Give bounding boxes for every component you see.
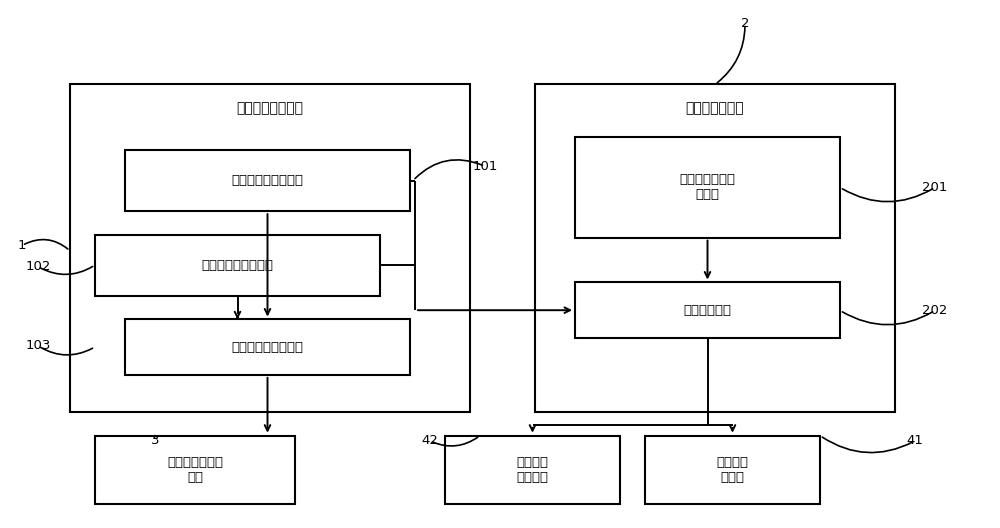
Bar — [125, 319, 410, 375]
Text: 42: 42 — [422, 435, 438, 447]
Text: 202: 202 — [922, 304, 948, 317]
Text: 发动机转速计算机构: 发动机转速计算机构 — [231, 341, 303, 354]
Bar — [125, 150, 410, 211]
Text: 液压马达压力传感器: 液压马达压力传感器 — [202, 259, 274, 272]
Bar — [645, 436, 820, 504]
Text: 发动机转速控制
机构: 发动机转速控制 机构 — [167, 456, 223, 484]
Text: 201: 201 — [922, 181, 948, 194]
Bar — [535, 84, 895, 412]
Text: 101: 101 — [472, 160, 498, 173]
Bar — [575, 137, 840, 238]
Bar — [95, 436, 295, 504]
Text: 控制量获取模块: 控制量获取模块 — [686, 101, 744, 115]
Text: 3: 3 — [151, 435, 159, 447]
Text: 液压泵控
制机构: 液压泵控 制机构 — [716, 456, 748, 484]
Text: 2: 2 — [741, 17, 749, 30]
Text: 排量计算机构: 排量计算机构 — [684, 304, 732, 317]
Text: 液压马达
控制机构: 液压马达 控制机构 — [516, 456, 548, 484]
Bar — [70, 84, 470, 412]
Bar — [575, 282, 840, 338]
Text: 设备运行速度输
入机构: 设备运行速度输 入机构 — [680, 173, 736, 202]
Text: 41: 41 — [907, 435, 923, 447]
Text: 1: 1 — [18, 239, 26, 252]
Text: 最低转速获取模块: 最低转速获取模块 — [237, 101, 304, 115]
Bar — [445, 436, 620, 504]
Text: 103: 103 — [25, 340, 51, 352]
Text: 液压马达转速传感器: 液压马达转速传感器 — [231, 174, 303, 187]
Bar — [95, 235, 380, 296]
Text: 102: 102 — [25, 260, 51, 273]
